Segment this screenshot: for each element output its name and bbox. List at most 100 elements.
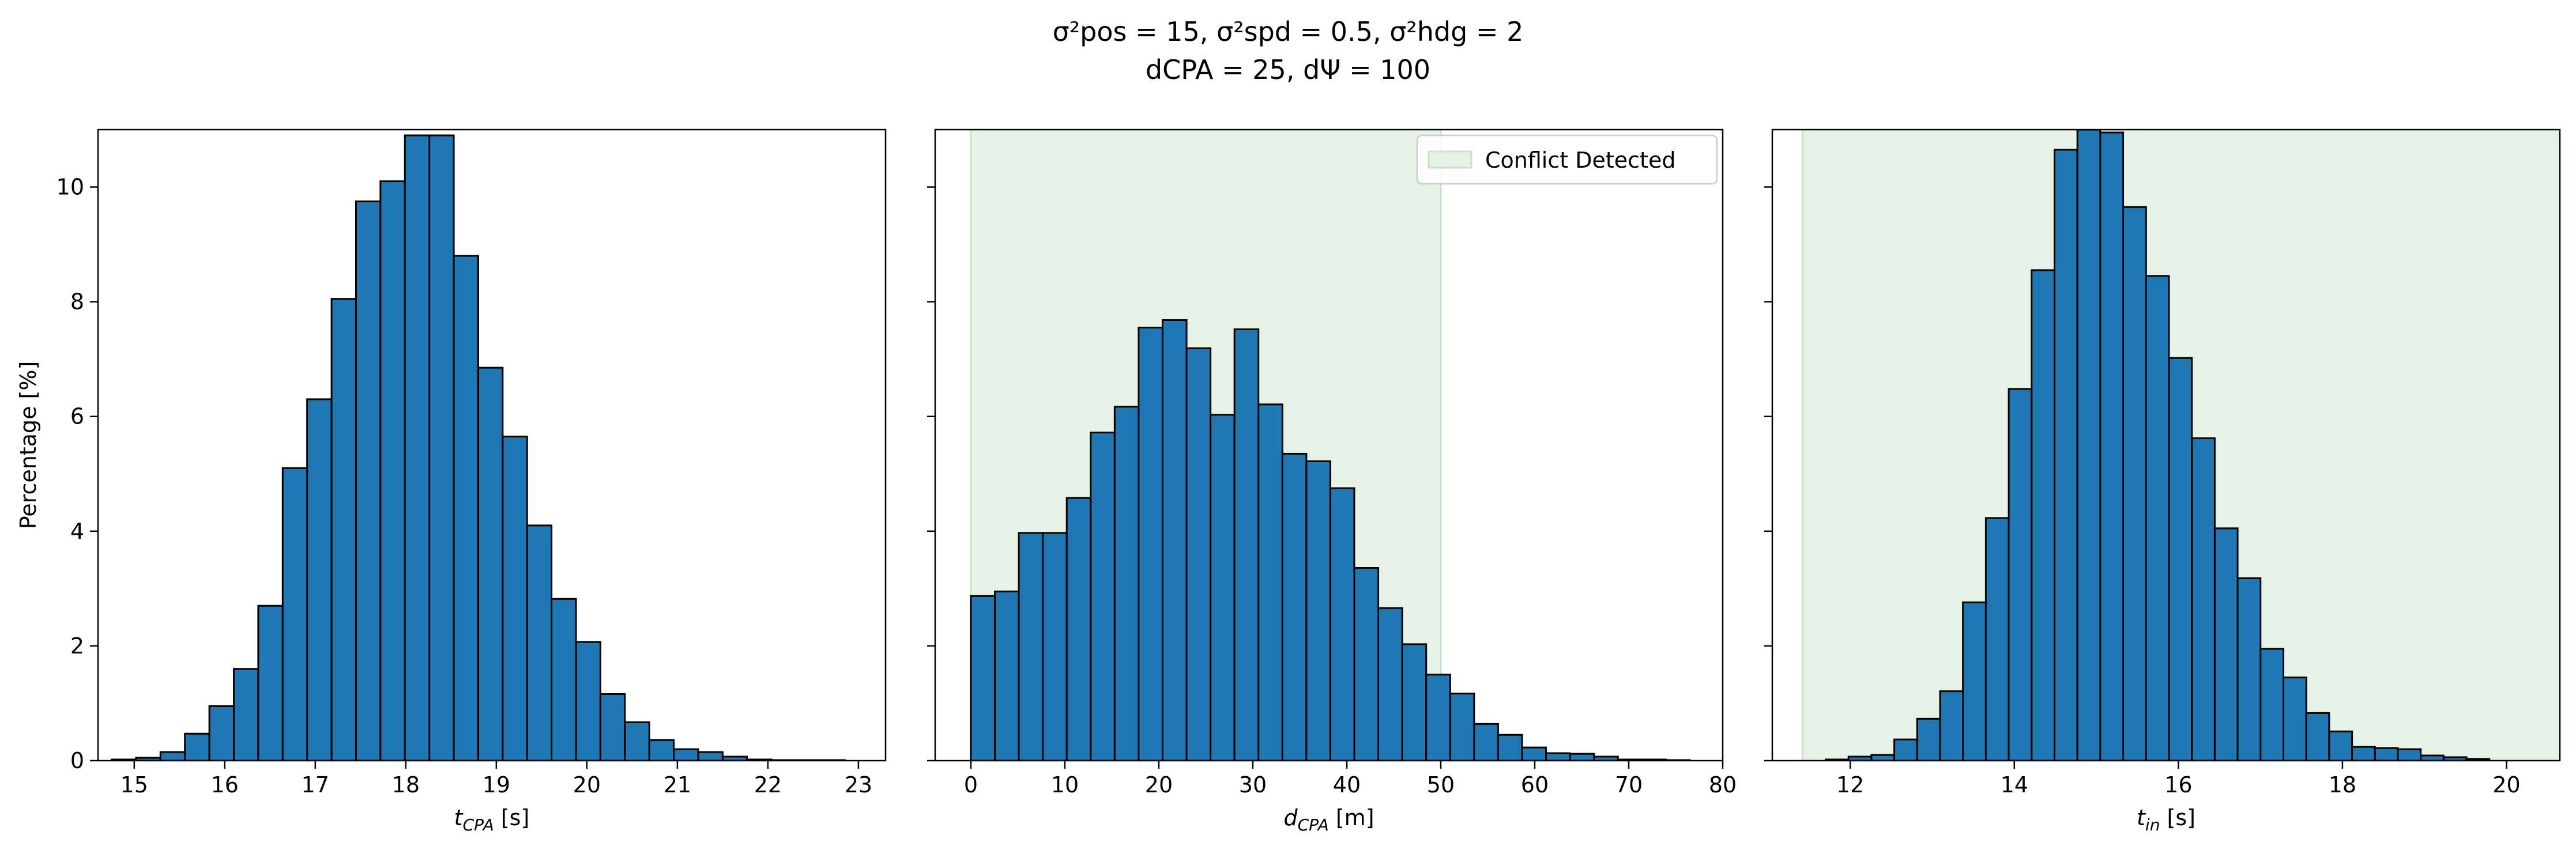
histogram-panel-3: 12 14 16 18 20 tin [s] [1764, 129, 2561, 834]
x-tick-label: 12 [1836, 772, 1864, 798]
histogram-bar [1305, 460, 1331, 761]
histogram-bar [306, 398, 333, 761]
x-tick-label: 10 [1051, 772, 1079, 798]
histogram-bar [502, 436, 528, 761]
histogram-bar [2076, 130, 2102, 761]
x-tick-label: 60 [1521, 772, 1549, 798]
x-axis-label: tCPA [s] [454, 805, 530, 834]
plot-area [970, 130, 1691, 761]
y-axis-label: Percentage [%] [16, 361, 41, 530]
histogram-bar [2236, 577, 2262, 761]
x-axis-label: tin [s] [2137, 805, 2195, 834]
histogram-bar [1233, 328, 1260, 761]
histogram-bar [2168, 357, 2193, 761]
histogram-bar [2031, 269, 2055, 761]
plot-area [1802, 130, 2560, 761]
histogram-bar [1042, 532, 1068, 761]
histogram-bar [2305, 712, 2330, 761]
histogram-bar [1113, 406, 1140, 761]
y-tick-label: 0 [70, 748, 84, 773]
histogram-bar [2259, 648, 2284, 761]
histogram-bar [453, 255, 479, 761]
histogram-bar [2008, 388, 2033, 761]
axes-frame [1771, 129, 2561, 762]
histogram-bar [2145, 275, 2170, 761]
histogram-bar [575, 641, 601, 761]
x-tick-label: 40 [1333, 772, 1361, 798]
histogram-bar [1984, 517, 2010, 761]
histogram-bar [994, 590, 1020, 761]
histogram-bar [599, 693, 626, 761]
histogram-bar [1870, 754, 1896, 761]
figure-title-line-1: σ²pos = 15, σ²spd = 0.5, σ²hdg = 2 [1052, 16, 1524, 47]
histogram-bar [1257, 403, 1283, 761]
legend-label-conflict-detected: Conflict Detected [1485, 148, 1675, 173]
x-tick-label: 21 [664, 772, 691, 798]
histogram-bar [1521, 746, 1547, 761]
x-tick-label: 20 [573, 772, 601, 798]
histogram-bar [1185, 347, 1212, 761]
histogram-bar [1329, 487, 1355, 761]
histogram-bar [697, 751, 724, 761]
histogram-bar [355, 200, 382, 761]
histogram-bar [1353, 567, 1380, 761]
x-tick-label: 15 [120, 772, 148, 798]
x-tick-label: 70 [1615, 772, 1643, 798]
histogram-bar [428, 134, 455, 761]
x-tick-label: 20 [1145, 772, 1173, 798]
histogram-bar [281, 467, 308, 761]
x-tick-label: 14 [2001, 772, 2028, 798]
histogram-panel-2: 0 10 20 30 40 50 60 70 80 dCPA [m] Conflict Detect… [927, 129, 1737, 834]
figure-title: σ²pos = 15, σ²spd = 0.5, σ²hdg = 2 dCPA … [0, 13, 2576, 89]
histogram-bar [330, 298, 357, 761]
histogram-bar [2213, 527, 2239, 761]
histogram-bar [1449, 693, 1475, 761]
axes-frame [934, 129, 1724, 762]
histogram-bar [970, 595, 996, 761]
x-tick-label: 17 [302, 772, 329, 798]
x-tick-label: 30 [1239, 772, 1267, 798]
histogram-bar [184, 732, 210, 761]
x-tick-label: 0 [964, 772, 978, 798]
x-tick-label: 18 [2329, 772, 2356, 798]
histogram-bar [477, 366, 504, 761]
histogram-bar [1473, 723, 1499, 761]
histogram-bar [1090, 432, 1116, 761]
histogram-bar [551, 598, 577, 761]
x-tick-label: 23 [845, 772, 872, 798]
histogram-bar [526, 524, 553, 761]
histogram-bar [2191, 437, 2216, 761]
y-tick-label: 8 [70, 289, 84, 315]
figure-title-line-2: dCPA = 25, dΨ = 100 [1145, 54, 1431, 85]
x-tick-label: 19 [483, 772, 510, 798]
x-tick-label: 16 [211, 772, 239, 798]
legend-swatch [1428, 150, 1472, 169]
histogram-bar [1425, 674, 1451, 761]
histogram-bar [257, 604, 284, 761]
histogram-bar [2282, 677, 2307, 761]
histogram-bar [1497, 734, 1523, 761]
histogram-panel-1: 15 16 17 18 19 20 21 22 23 0 2 4 6 8 10 tCPA [s] Percent… [16, 129, 887, 834]
legend: Conflict Detected [1416, 134, 1718, 185]
histogram-bar [2397, 748, 2422, 761]
axes-frame [97, 129, 887, 762]
x-axis-label: dCPA [m] [1283, 805, 1374, 834]
histogram-bar [2099, 131, 2125, 761]
y-tick-label: 2 [70, 633, 84, 659]
histogram-bar [1065, 497, 1092, 761]
histogram-bar [1545, 752, 1571, 761]
histogram-bar [2351, 746, 2376, 761]
histogram-bar [1377, 607, 1403, 761]
x-tick-label: 50 [1427, 772, 1455, 798]
histogram-bar [1916, 717, 1941, 761]
x-tick-label: 20 [2492, 772, 2520, 798]
histogram-bar [2053, 149, 2078, 761]
histogram-bar [1962, 601, 1987, 761]
histogram-bar [208, 705, 235, 761]
histogram-bar [1281, 452, 1308, 761]
histogram-bar [2465, 758, 2491, 761]
y-tick-label: 6 [70, 404, 84, 429]
histogram-bar [1569, 753, 1595, 761]
